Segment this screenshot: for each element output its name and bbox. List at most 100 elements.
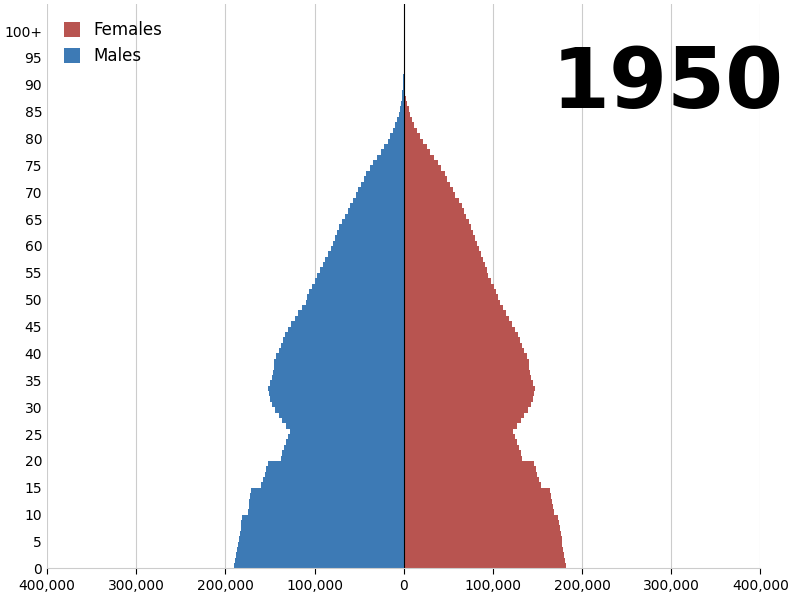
Bar	[404, 504, 553, 509]
Bar	[397, 117, 404, 122]
Bar	[281, 456, 404, 461]
Bar	[404, 402, 531, 407]
Bar	[404, 96, 406, 101]
Bar	[404, 90, 406, 96]
Bar	[404, 192, 455, 198]
Bar	[404, 128, 417, 133]
Bar	[248, 509, 404, 515]
Bar	[404, 407, 528, 413]
Bar	[235, 558, 404, 563]
Bar	[283, 337, 404, 343]
Bar	[404, 396, 533, 402]
Bar	[270, 380, 404, 386]
Bar	[404, 85, 405, 90]
Bar	[274, 359, 404, 364]
Bar	[404, 413, 524, 418]
Bar	[272, 375, 404, 380]
Bar	[288, 434, 404, 439]
Bar	[361, 181, 404, 187]
Bar	[404, 359, 529, 364]
Bar	[404, 547, 563, 552]
Bar	[269, 391, 404, 396]
Bar	[320, 267, 404, 273]
Bar	[404, 106, 409, 112]
Bar	[286, 439, 404, 445]
Bar	[288, 327, 404, 332]
Bar	[398, 112, 404, 117]
Bar	[345, 214, 404, 219]
Bar	[286, 423, 404, 429]
Bar	[350, 203, 404, 208]
Bar	[404, 515, 558, 520]
Bar	[337, 230, 404, 235]
Bar	[404, 558, 565, 563]
Bar	[374, 160, 404, 165]
Bar	[291, 321, 404, 327]
Bar	[404, 498, 552, 504]
Bar	[238, 541, 404, 547]
Bar	[282, 418, 404, 423]
Bar	[307, 294, 404, 300]
Bar	[404, 251, 482, 257]
Bar	[404, 310, 506, 316]
Bar	[404, 429, 514, 434]
Bar	[404, 235, 475, 241]
Bar	[268, 461, 404, 466]
Text: 1950: 1950	[551, 44, 784, 125]
Bar	[404, 353, 526, 359]
Bar	[275, 407, 404, 413]
Bar	[306, 300, 404, 305]
Bar	[404, 493, 551, 498]
Bar	[404, 224, 471, 230]
Bar	[404, 214, 466, 219]
Bar	[404, 289, 497, 294]
Bar	[404, 552, 564, 558]
Bar	[404, 348, 524, 353]
Bar	[242, 520, 404, 525]
Bar	[403, 85, 404, 90]
Bar	[404, 160, 438, 165]
Bar	[404, 139, 423, 144]
Bar	[404, 461, 534, 466]
Bar	[404, 176, 447, 181]
Bar	[242, 515, 404, 520]
Bar	[282, 450, 404, 456]
Bar	[404, 391, 534, 396]
Bar	[298, 310, 404, 316]
Bar	[309, 289, 404, 294]
Bar	[279, 413, 404, 418]
Bar	[237, 547, 404, 552]
Bar	[334, 241, 404, 246]
Bar	[404, 284, 494, 289]
Bar	[250, 493, 404, 498]
Bar	[363, 176, 404, 181]
Bar	[281, 343, 404, 348]
Bar	[404, 321, 513, 327]
Bar	[276, 353, 404, 359]
Bar	[270, 396, 404, 402]
Bar	[404, 450, 521, 456]
Bar	[404, 364, 530, 370]
Bar	[404, 165, 441, 171]
Bar	[404, 181, 450, 187]
Bar	[236, 552, 404, 558]
Bar	[322, 262, 404, 267]
Bar	[404, 563, 566, 568]
Bar	[402, 96, 404, 101]
Bar	[400, 106, 404, 112]
Bar	[266, 466, 404, 472]
Bar	[404, 418, 521, 423]
Bar	[404, 262, 485, 267]
Bar	[328, 251, 404, 257]
Bar	[404, 434, 515, 439]
Bar	[404, 472, 538, 477]
Bar	[330, 246, 404, 251]
Bar	[404, 520, 559, 525]
Bar	[402, 90, 404, 96]
Legend: Females, Males: Females, Males	[55, 13, 171, 73]
Bar	[404, 525, 560, 531]
Bar	[404, 219, 469, 224]
Bar	[404, 488, 550, 493]
Bar	[326, 257, 404, 262]
Bar	[395, 122, 404, 128]
